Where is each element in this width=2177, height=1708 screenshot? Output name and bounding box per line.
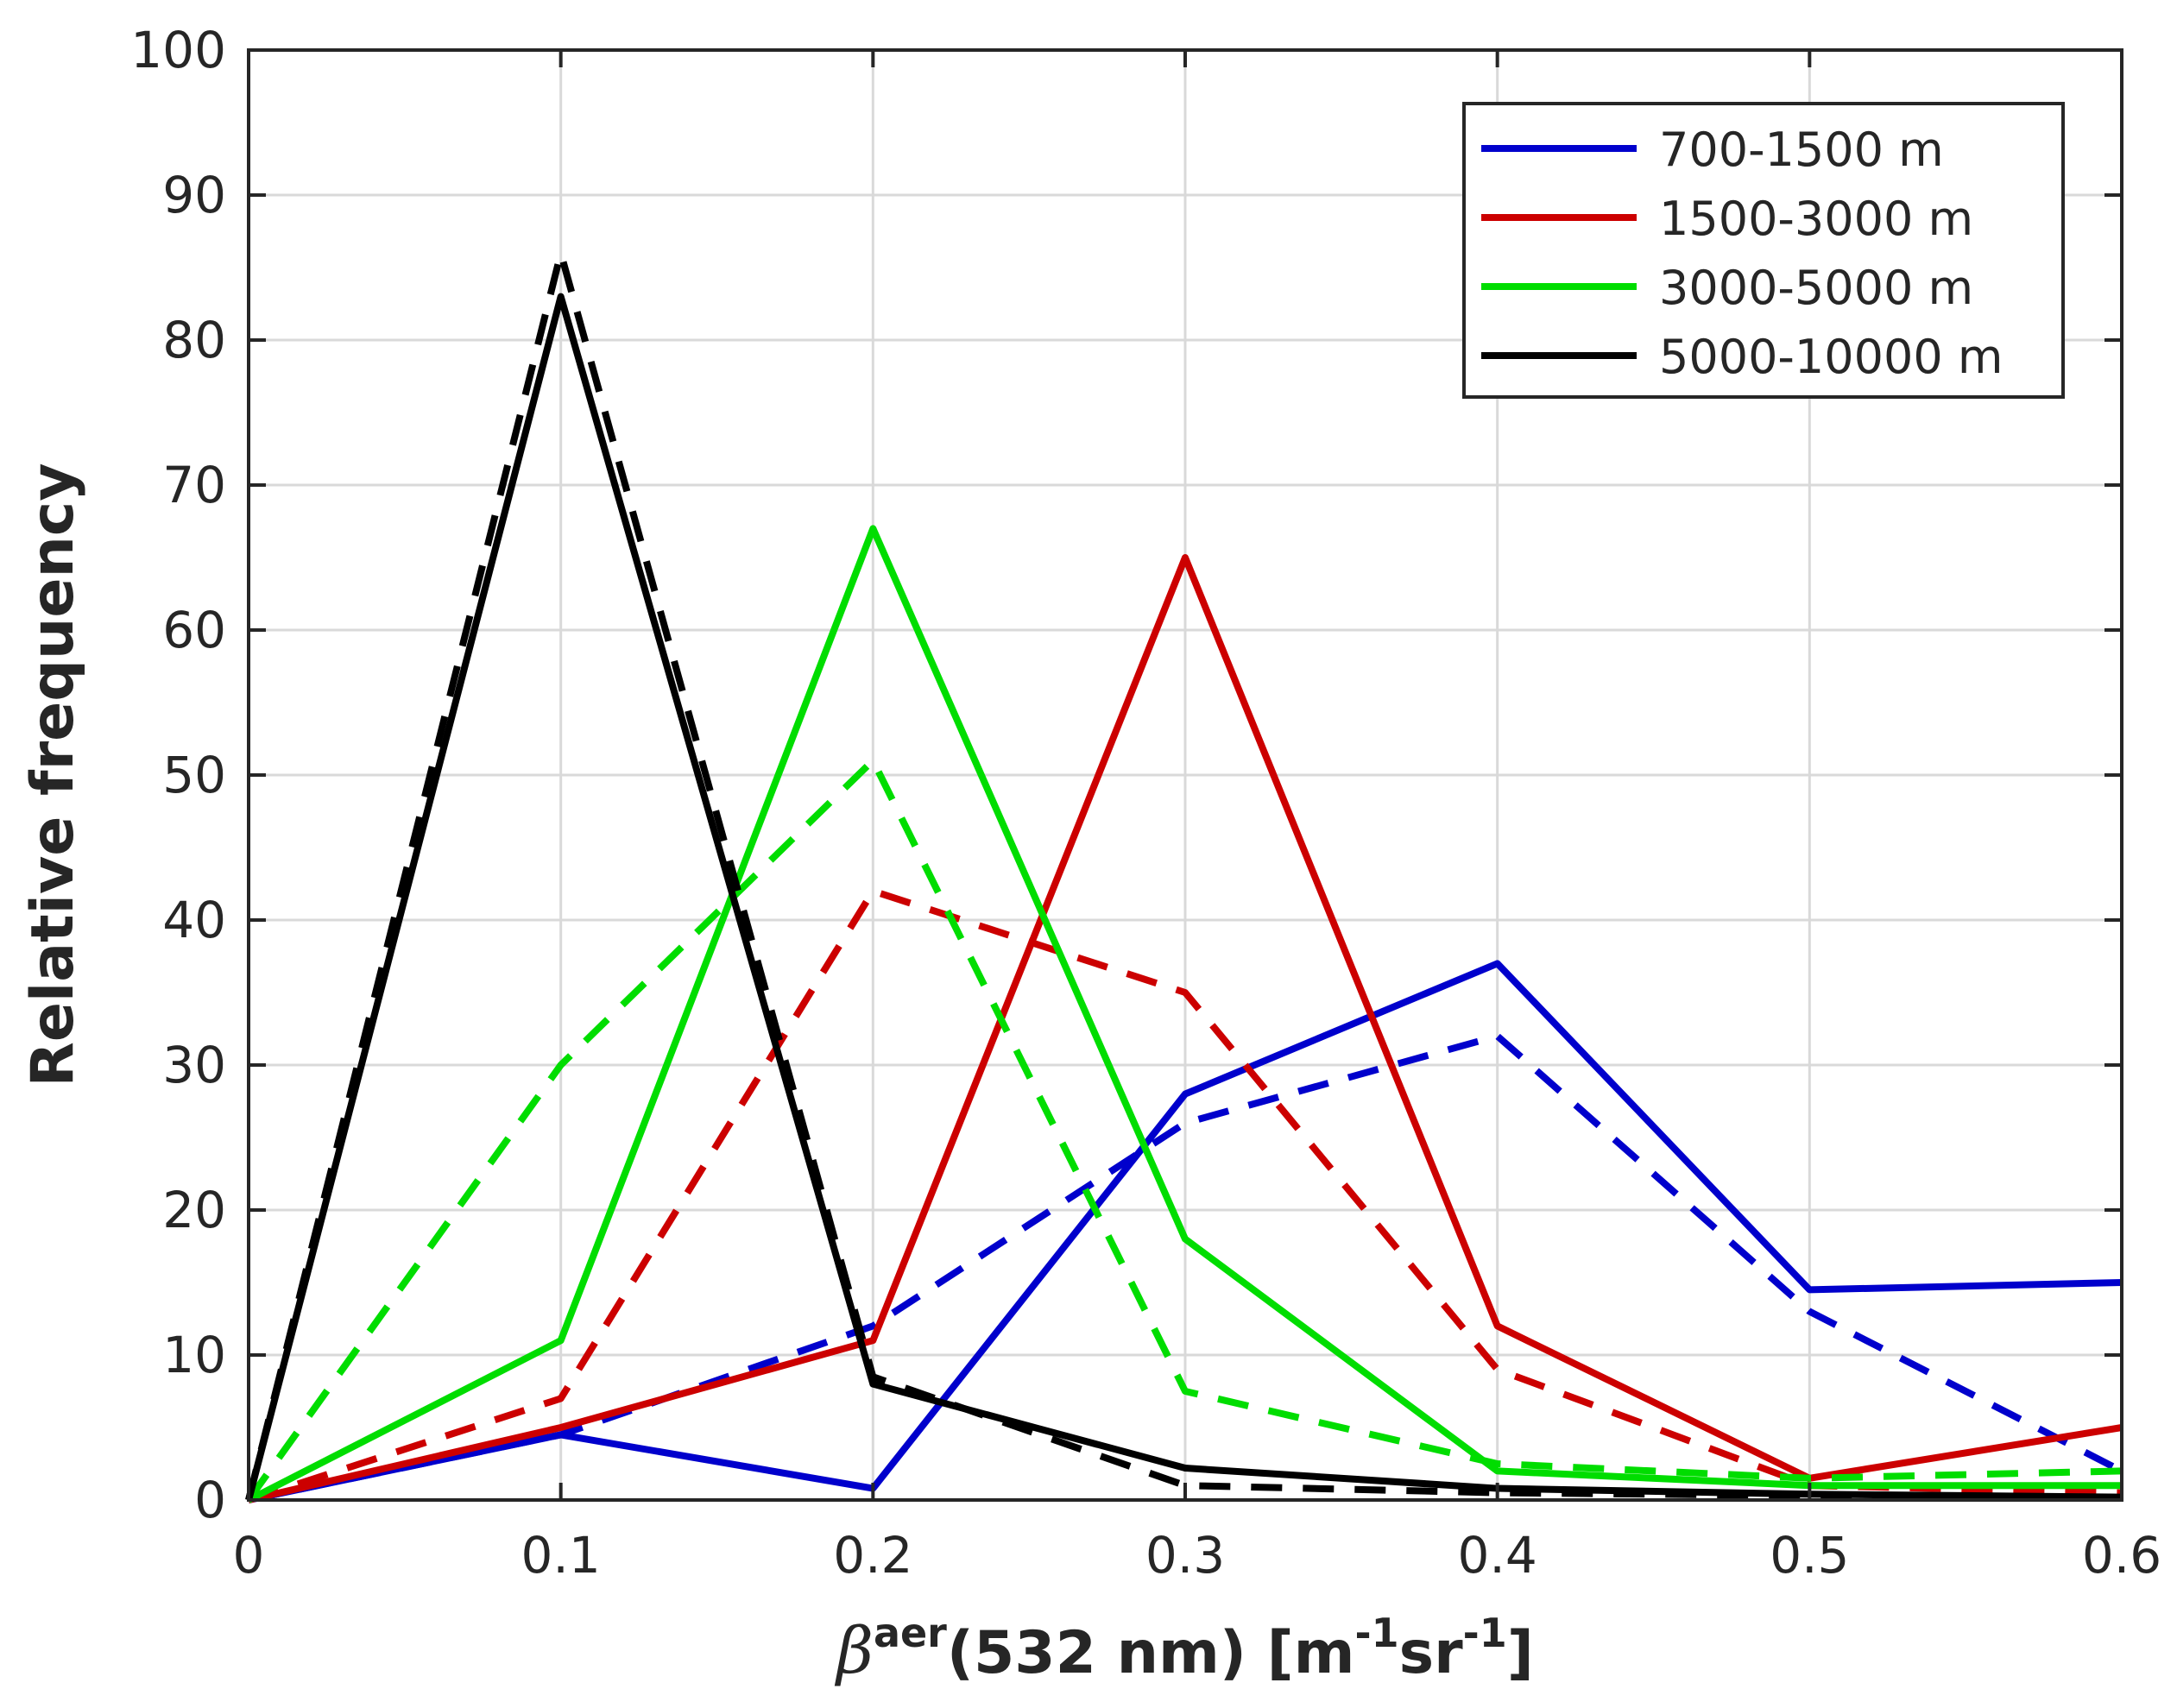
y-tick-label: 30 (162, 1036, 226, 1094)
legend: 700-1500 m 1500-3000 m 3000-5000 m 5000-100… (1462, 102, 2065, 399)
y-tick-label: 60 (162, 601, 226, 659)
y-tick-label: 40 (162, 891, 226, 949)
x-axis-title: βaer(532 nm) [m-1sr-1] (834, 1610, 1534, 1688)
y-tick-label: 70 (162, 456, 226, 514)
series-line-3000-5000-m-dashed (245, 757, 2123, 1503)
x-tick-label: 0.5 (1770, 1526, 1849, 1585)
ticks: 0 0.1 0.2 0.3 0.4 0.5 0.6 0 10 20 30 40 50 60 70 80 90 10… (130, 21, 2161, 1585)
legend-label: 5000-10000 m (1659, 330, 2003, 384)
series-line-700-1500-m-dashed (248, 1032, 2123, 1503)
y-tick-label: 0 (194, 1471, 226, 1529)
x-tick-label: 0.3 (1145, 1526, 1225, 1585)
x-axis-exp1: -1 (1355, 1610, 1399, 1656)
x-tick-label: 0 (233, 1526, 265, 1585)
x-axis-symbol: β (834, 1614, 874, 1688)
y-tick-label: 50 (162, 746, 226, 804)
y-tick-label: 80 (162, 311, 226, 369)
x-axis-symbol-sup: aer (874, 1610, 947, 1656)
y-tick-label: 10 (162, 1326, 226, 1384)
legend-label: 1500-3000 m (1659, 192, 1973, 246)
x-tick-label: 0.6 (2082, 1526, 2161, 1585)
legend-box (1462, 102, 2065, 399)
x-tick-label: 0.1 (521, 1526, 601, 1585)
legend-label: 3000-5000 m (1659, 261, 1973, 315)
x-axis-label-main: (532 nm) [m (947, 1619, 1355, 1687)
y-axis-title: Relative frequency (19, 463, 87, 1087)
x-axis-close: ] (1507, 1619, 1534, 1687)
y-tick-label: 100 (130, 21, 226, 79)
x-axis-unit2: sr (1399, 1619, 1463, 1687)
x-axis-exp2: -1 (1463, 1610, 1507, 1656)
y-tick-label: 90 (162, 166, 226, 224)
legend-label: 700-1500 m (1659, 123, 1944, 177)
y-tick-label: 20 (162, 1181, 226, 1239)
x-tick-label: 0.2 (833, 1526, 912, 1585)
x-tick-label: 0.4 (1458, 1526, 1537, 1585)
